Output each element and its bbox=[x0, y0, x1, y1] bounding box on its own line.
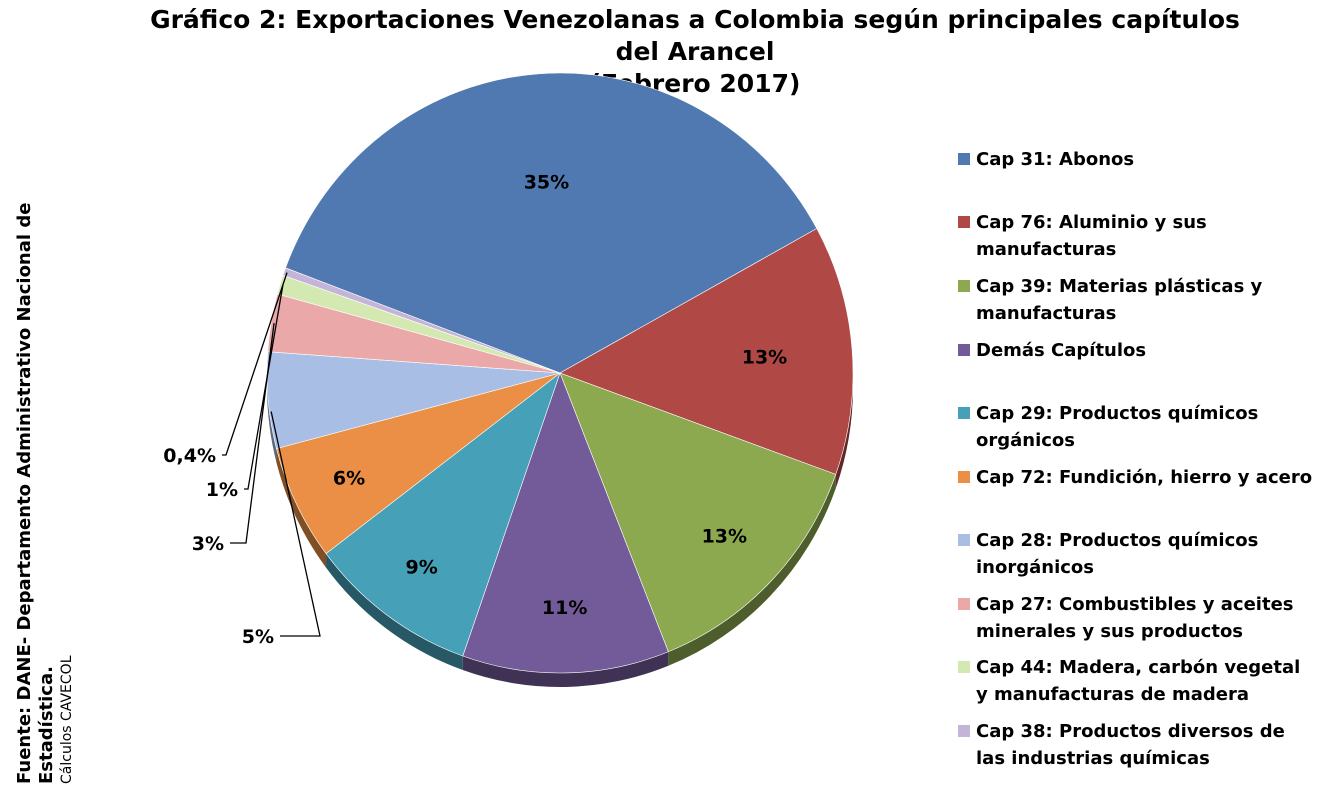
legend-label-line-2: manufacturas bbox=[976, 303, 1117, 324]
legend-swatch bbox=[958, 661, 970, 673]
leader-line bbox=[222, 272, 288, 456]
pie-slice-side bbox=[276, 448, 327, 568]
legend-swatch bbox=[958, 471, 970, 483]
legend-label: Cap 28: Productos químicos bbox=[976, 530, 1259, 551]
data-label: 0,4% bbox=[163, 445, 216, 467]
legend-label: Cap 39: Materias plásticas y bbox=[976, 276, 1263, 297]
pie-slice-side bbox=[462, 651, 669, 688]
data-label: 35% bbox=[524, 172, 569, 194]
legend-label: Cap 76: Aluminio y sus bbox=[976, 212, 1207, 233]
pie-slice-side bbox=[668, 474, 836, 666]
legend-label-line-2: minerales y sus productos bbox=[976, 621, 1244, 642]
legend-swatch bbox=[958, 280, 970, 292]
chart-title: Gráfico 2: Exportaciones Venezolanas a C… bbox=[120, 4, 1270, 100]
data-label: 13% bbox=[742, 346, 787, 368]
legend-label-line-2: manufacturas bbox=[976, 239, 1117, 260]
legend-swatch bbox=[958, 598, 970, 610]
data-label: 13% bbox=[702, 526, 747, 548]
pie-chart: 35% 13% 13% 11% 9% 6% 5% 3% 1% 0,4% bbox=[163, 72, 854, 688]
pie-slice bbox=[559, 228, 854, 475]
data-label: 1% bbox=[206, 479, 238, 501]
data-label: 9% bbox=[405, 557, 437, 579]
pie-slice bbox=[325, 372, 561, 657]
legend-label: Cap 29: Productos químicos bbox=[976, 403, 1259, 424]
data-label: 3% bbox=[192, 533, 224, 555]
pie-slice-side bbox=[267, 373, 277, 463]
pie-slice-side bbox=[326, 553, 463, 671]
data-label: 6% bbox=[333, 467, 365, 489]
legend-label-line-2: orgánicos bbox=[976, 430, 1076, 451]
legend-swatch bbox=[958, 153, 970, 165]
leader-line bbox=[270, 411, 321, 637]
pie-slice bbox=[559, 372, 837, 653]
leader-line bbox=[244, 285, 284, 490]
legend-label: Cap 31: Abonos bbox=[976, 149, 1135, 170]
legend-label-line-2: y manufacturas de madera bbox=[976, 684, 1249, 705]
legend-label: Cap 38: Productos diversos de bbox=[976, 721, 1285, 742]
legend-swatch bbox=[958, 216, 970, 228]
pie-slice bbox=[462, 372, 669, 674]
legend-swatch bbox=[958, 725, 970, 737]
pie-slice bbox=[276, 372, 561, 555]
pie-slice bbox=[282, 267, 561, 374]
chart-title-line-2: del Arancel bbox=[615, 37, 775, 66]
legend-label: Cap 72: Fundición, hierro y acero bbox=[976, 467, 1313, 488]
data-label: 11% bbox=[542, 597, 587, 619]
leader-line bbox=[230, 323, 275, 544]
legend-swatch bbox=[958, 534, 970, 546]
legend-label: Demás Capítulos bbox=[976, 340, 1147, 361]
legend-label-line-2: las industrias químicas bbox=[976, 748, 1210, 769]
pie-slice-side bbox=[835, 373, 854, 489]
legend-label: Cap 27: Combustibles y aceites bbox=[976, 594, 1294, 615]
chart-title-line-1: Gráfico 2: Exportaciones Venezolanas a C… bbox=[150, 5, 1240, 34]
legend-swatch bbox=[958, 344, 970, 356]
legend-label: Cap 44: Madera, carbón vegetal bbox=[976, 657, 1301, 678]
data-label: 5% bbox=[242, 626, 274, 648]
legend-swatch bbox=[958, 407, 970, 419]
legend-label-line-2: inorgánicos bbox=[976, 557, 1094, 578]
pie-slice bbox=[285, 72, 818, 374]
